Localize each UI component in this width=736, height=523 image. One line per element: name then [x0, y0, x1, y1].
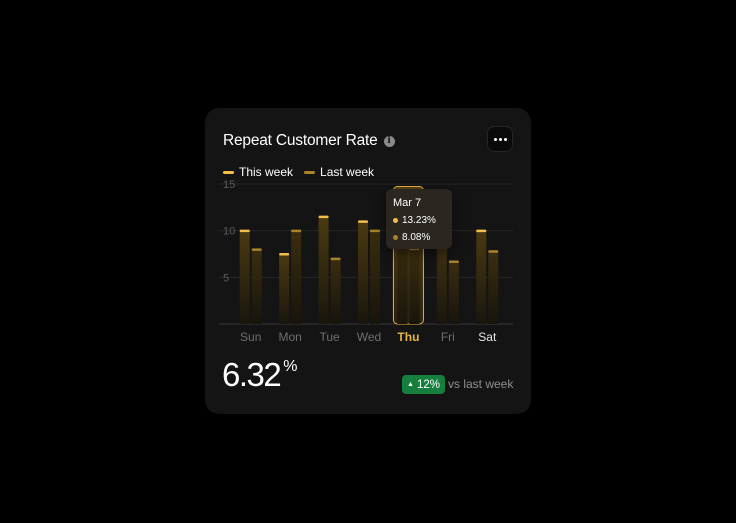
x-tick-label-thu: Thu — [397, 330, 419, 344]
bar-last-week-wed[interactable] — [370, 230, 380, 324]
bar-cap — [448, 260, 459, 263]
bar-last-week-sat[interactable] — [488, 251, 499, 324]
bar-this-week-sat[interactable] — [476, 230, 487, 324]
summary-value: 6.32 % — [222, 356, 297, 394]
tooltip-date: Mar 7 — [393, 197, 422, 209]
bar-cap — [330, 257, 341, 261]
tooltip-row-last-week: 8.08% — [393, 232, 430, 243]
more-options-button[interactable] — [487, 126, 513, 152]
y-tick-label: 5 — [223, 272, 229, 284]
bar-cap — [239, 229, 250, 233]
bar-cap — [488, 250, 499, 253]
bar-last-week-thu[interactable] — [409, 248, 420, 324]
comparison-text: vs last week — [448, 377, 514, 391]
tooltip-dot-last-week — [393, 235, 398, 240]
legend-swatch-this-week — [223, 170, 234, 174]
more-dot — [498, 137, 502, 141]
tooltip-row-this-week: 13.23% — [393, 215, 436, 226]
bar-cap — [318, 215, 329, 219]
y-tick-label: 10 — [223, 226, 235, 238]
legend-this-week[interactable]: This week — [223, 165, 293, 179]
x-tick-label-sun: Sun — [240, 330, 261, 344]
tooltip-dot-this-week — [393, 218, 398, 223]
bar-last-week-mon[interactable] — [291, 230, 302, 324]
summary-unit: % — [283, 358, 298, 375]
x-tick-label-wed: Wed — [357, 330, 381, 344]
legend-swatch-last-week — [304, 170, 316, 174]
bar-last-week-tue[interactable] — [330, 258, 341, 324]
bar-cap — [370, 229, 380, 233]
card-title: Repeat Customer Rate — [223, 132, 378, 149]
bar-this-week-wed[interactable] — [358, 221, 368, 324]
x-tick-label-sat: Sat — [478, 330, 497, 344]
chart-legend: This week Last week — [223, 165, 374, 179]
x-tick-label-fri: Fri — [441, 330, 455, 344]
legend-label: This week — [239, 165, 294, 179]
bar-last-week-sun[interactable] — [251, 249, 262, 324]
info-icon[interactable]: i — [383, 135, 395, 147]
bar-cap — [291, 229, 302, 233]
y-tick-label: 15 — [223, 179, 235, 191]
arrow-up-icon: ▲ — [407, 381, 414, 388]
bar-cap — [251, 248, 262, 251]
bar-this-week-thu[interactable] — [397, 200, 408, 324]
card-header: Repeat Customer Rate i — [223, 132, 395, 150]
bar-this-week-mon[interactable] — [279, 254, 290, 324]
change-badge: ▲ 12% — [402, 375, 445, 394]
change-value: 12% — [416, 378, 440, 391]
bar-this-week-sun[interactable] — [239, 230, 250, 324]
bar-chart: 5 10 15 Sun Mon Tue Wed Thu Fri Sat — [219, 179, 513, 344]
bar-this-week-fri[interactable] — [436, 224, 447, 324]
bar-cap — [279, 253, 290, 256]
more-dot — [503, 137, 507, 141]
legend-last-week[interactable]: Last week — [304, 165, 374, 179]
repeat-customer-rate-card: Repeat Customer Rate i This week Last we… — [205, 108, 531, 414]
bar-cap — [476, 229, 487, 233]
tooltip-value-this-week: 13.23% — [402, 215, 436, 226]
more-horizontal-icon — [493, 137, 497, 141]
x-tick-label-mon: Mon — [278, 330, 301, 344]
chart-tooltip: Mar 7 13.23% 8.08% — [386, 189, 452, 249]
bar-this-week-tue[interactable] — [318, 216, 329, 324]
legend-label: Last week — [320, 165, 375, 179]
tooltip-value-last-week: 8.08% — [402, 232, 431, 243]
x-tick-label-tue: Tue — [319, 330, 340, 344]
bar-last-week-fri[interactable] — [448, 261, 459, 324]
bar-cap — [358, 220, 368, 223]
summary-number: 6.32 — [222, 356, 282, 393]
